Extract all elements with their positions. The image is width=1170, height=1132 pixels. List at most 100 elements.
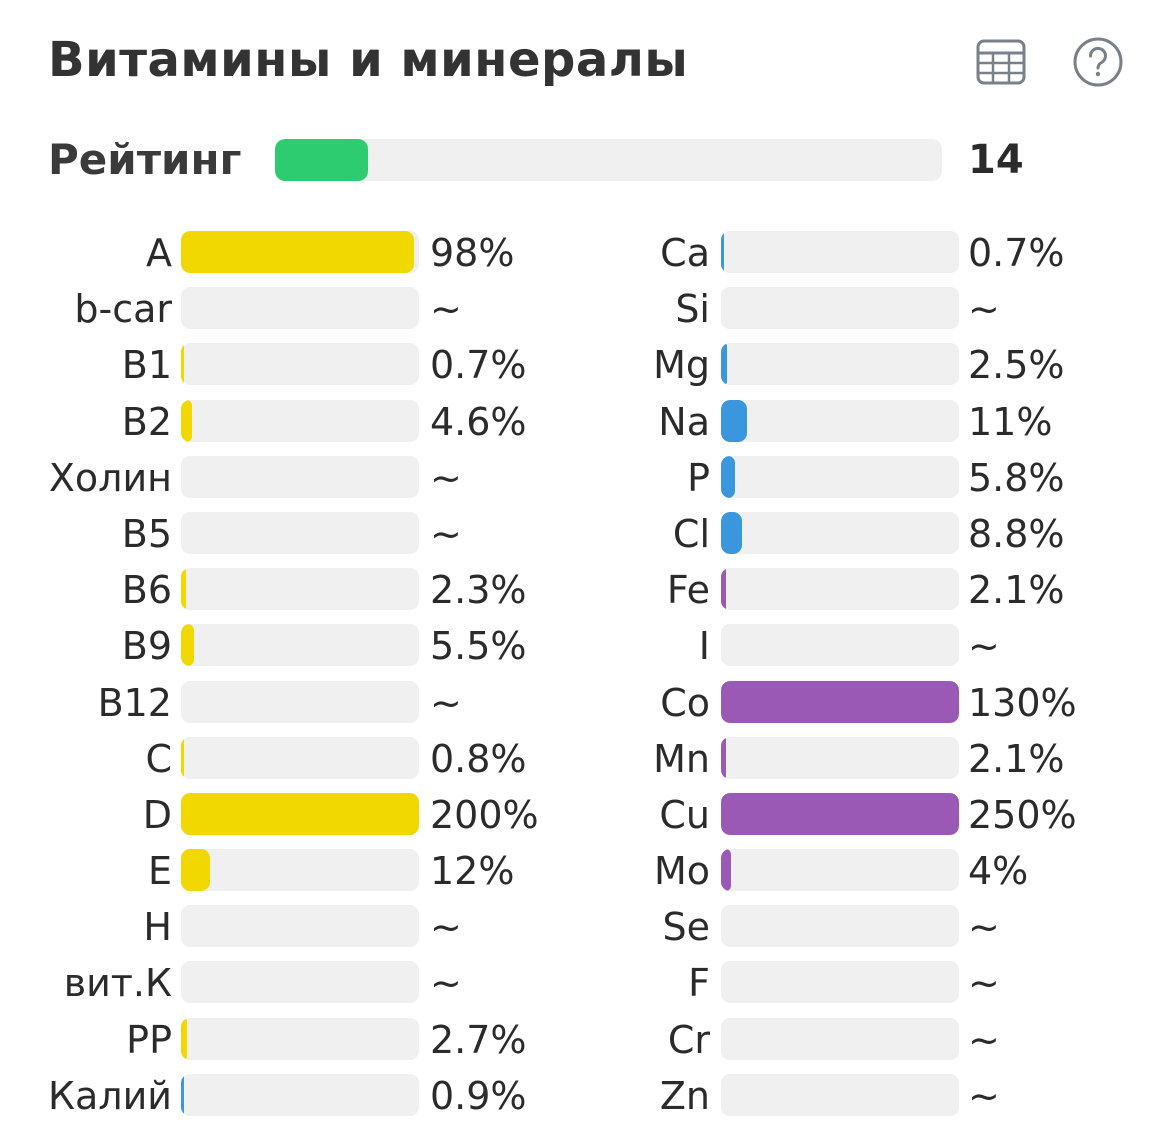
nutrient-value: 130%: [968, 680, 1077, 725]
nutrient-bar: [181, 455, 419, 498]
nutrient-label: H: [143, 905, 172, 950]
nutrient-bar: [721, 680, 959, 723]
nutrient-value: 2.7%: [430, 1017, 527, 1062]
nutrient-bar-fill: [721, 343, 727, 386]
nutrient-bar: [721, 343, 959, 386]
question-circle-icon[interactable]: [1072, 36, 1124, 88]
nutrient-label: B6: [121, 568, 172, 613]
nutrient-label: P: [687, 455, 710, 500]
nutrient-value: ~: [430, 287, 462, 332]
nutrient-bar: [721, 287, 959, 330]
nutrient-bar: [181, 849, 419, 892]
nutrient-value: 250%: [968, 792, 1077, 837]
nutrient-value: 5.8%: [968, 455, 1065, 500]
nutrient-value: 0.7%: [430, 343, 527, 388]
page-title: Витамины и минералы: [48, 32, 689, 88]
nutrient-bar: [181, 905, 419, 948]
nutrient-bar: [181, 680, 419, 723]
nutrient-bar: [721, 624, 959, 667]
nutrient-label: Si: [675, 287, 710, 332]
nutrient-bar: [721, 455, 959, 498]
nutrient-value: ~: [968, 624, 1000, 669]
nutrient-value: 4%: [968, 849, 1029, 894]
nutrient-value: 200%: [430, 792, 539, 837]
nutrient-bar-fill: [181, 343, 184, 386]
nutrient-value: 98%: [430, 231, 515, 275]
nutrient-bar-fill: [721, 849, 731, 892]
nutrient-value: ~: [430, 680, 462, 725]
rating-bar-fill: [275, 139, 369, 181]
nutrient-label: I: [698, 624, 710, 669]
nutrient-label: Zn: [659, 1073, 710, 1118]
nutrient-bar: [721, 1017, 959, 1060]
nutrient-label: вит.К: [63, 961, 172, 1006]
nutrient-bar: [721, 792, 959, 835]
nutrient-label: Co: [660, 680, 710, 725]
nutrient-bar: [721, 1073, 959, 1116]
nutrient-bar: [181, 343, 419, 386]
nutrient-label: Na: [658, 399, 710, 444]
nutrient-bar: [721, 849, 959, 892]
nutrient-bar-fill: [721, 736, 726, 779]
nutrient-label: Mg: [653, 343, 710, 388]
nutrient-bar-fill: [181, 1073, 184, 1116]
nutrient-label: Ca: [660, 231, 710, 275]
nutrient-bar: [181, 792, 419, 835]
nutrient-value: ~: [968, 905, 1000, 950]
nutrient-label: Калий: [48, 1073, 172, 1118]
nutrient-bar-fill: [181, 399, 192, 442]
nutrient-label: Cr: [667, 1017, 710, 1062]
nutrient-label: Холин: [48, 455, 172, 500]
nutrient-label: Fe: [666, 568, 710, 613]
nutrient-value: ~: [968, 1073, 1000, 1118]
nutrient-label: Mn: [653, 736, 710, 781]
nutrient-bar: [721, 961, 959, 1004]
nutrient-bar: [721, 736, 959, 779]
nutrient-value: 5.5%: [430, 624, 527, 669]
nutrient-bar: [181, 568, 419, 611]
nutrient-bar: [181, 624, 419, 667]
nutrient-bar: [721, 568, 959, 611]
nutrient-value: 11%: [968, 399, 1053, 444]
nutrient-bar: [181, 1073, 419, 1116]
nutrient-bar-fill: [721, 680, 959, 723]
nutrient-bar: [721, 905, 959, 948]
nutrient-value: 2.1%: [968, 736, 1065, 781]
nutrient-label: Mo: [653, 849, 710, 894]
nutrient-label: F: [688, 961, 710, 1006]
nutrient-bar-fill: [181, 568, 187, 611]
rating-value: 14: [968, 137, 1024, 183]
nutrient-value: 12%: [430, 849, 515, 894]
nutrient-value: 0.9%: [430, 1073, 527, 1118]
nutrient-value: 0.8%: [430, 736, 527, 781]
nutrient-value: 2.5%: [968, 343, 1065, 388]
nutrient-bar-fill: [181, 231, 415, 273]
nutrient-label: B5: [121, 511, 172, 556]
nutrient-value: 4.6%: [430, 399, 527, 444]
nutrient-value: 2.1%: [968, 568, 1065, 613]
nutrient-label: C: [145, 736, 172, 781]
nutrient-bar: [181, 511, 419, 554]
nutrient-bar-fill: [721, 568, 726, 611]
nutrient-bar-fill: [181, 1017, 188, 1060]
nutrient-value: ~: [968, 1017, 1000, 1062]
nutrient-value: ~: [968, 961, 1000, 1006]
nutrient-value: ~: [430, 961, 462, 1006]
nutrient-label: E: [147, 849, 172, 894]
nutrient-label: Cu: [659, 792, 710, 837]
nutrient-bar-fill: [721, 231, 724, 273]
nutrient-bar-fill: [181, 736, 184, 779]
nutrient-label: B1: [121, 343, 172, 388]
nutrient-bar-fill: [181, 624, 195, 667]
nutrient-label: B12: [97, 680, 172, 725]
nutrient-bar: [181, 961, 419, 1004]
rating-label: Рейтинг: [48, 135, 242, 184]
nutrient-bar-fill: [721, 399, 748, 442]
rating-bar: [275, 139, 942, 181]
nutrient-label: PP: [126, 1017, 172, 1062]
nutrient-value: ~: [430, 455, 462, 500]
nutrient-bar: [721, 231, 959, 273]
table-grid-icon[interactable]: [975, 36, 1027, 88]
nutrient-bar: [181, 287, 419, 330]
nutrient-value: ~: [430, 905, 462, 950]
